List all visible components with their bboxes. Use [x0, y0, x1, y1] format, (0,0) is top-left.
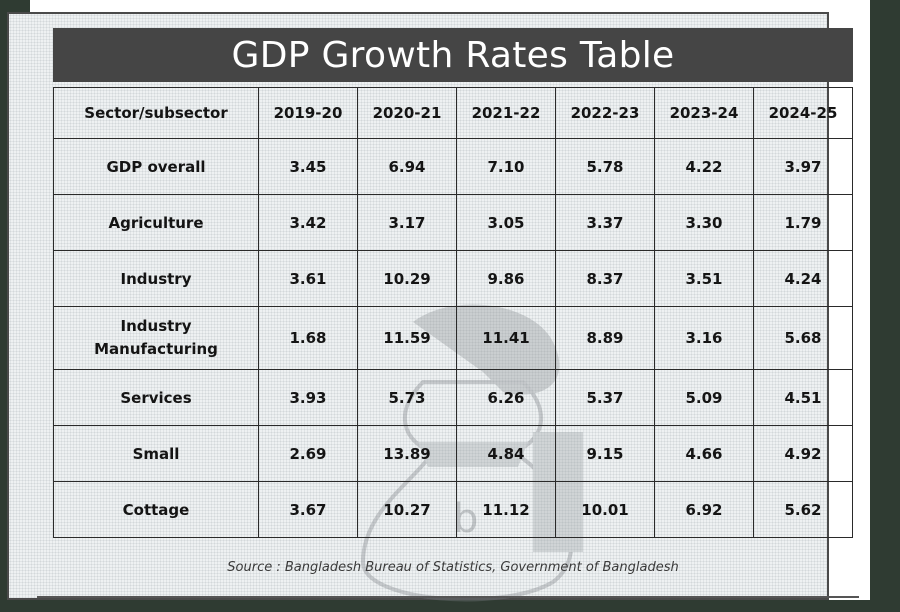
gdp-growth-table: Sector/subsector 2019-20 2020-21 2021-22…: [53, 87, 853, 538]
cell-value: 8.37: [555, 250, 655, 307]
cell-value: 3.30: [654, 194, 754, 251]
cell-value: 5.09: [654, 369, 754, 426]
cell-value: 9.15: [555, 425, 655, 482]
divider: [37, 596, 859, 598]
header-year: 2019-20: [258, 87, 358, 139]
cell-value: 8.89: [555, 306, 655, 370]
header-year: 2021-22: [456, 87, 556, 139]
source-note: Source : Bangladesh Bureau of Statistics…: [227, 560, 679, 575]
cell-value: 3.97: [753, 138, 853, 195]
cell-value: 3.42: [258, 194, 358, 251]
cell-value: 7.10: [456, 138, 556, 195]
table-container: b Sector/subsector 2019-20 2020-21 2021-…: [53, 87, 853, 602]
cell-value: 5.37: [555, 369, 655, 426]
cell-value: 4.84: [456, 425, 556, 482]
row-label: Cottage: [53, 481, 259, 538]
cell-value: 4.24: [753, 250, 853, 307]
cell-value: 10.27: [357, 481, 457, 538]
table-row: Small 2.69 13.89 4.84 9.15 4.66 4.92: [53, 425, 853, 482]
cell-value: 10.01: [555, 481, 655, 538]
cell-value: 4.22: [654, 138, 754, 195]
row-label: GDP overall: [53, 138, 259, 195]
cell-value: 3.05: [456, 194, 556, 251]
cell-value: 1.68: [258, 306, 358, 370]
cell-value: 5.68: [753, 306, 853, 370]
cell-value: 3.93: [258, 369, 358, 426]
title-text: GDP Growth Rates Table: [231, 34, 675, 76]
header-year: 2024-25: [753, 87, 853, 139]
row-label-line: Industry: [120, 317, 192, 335]
cell-value: 3.16: [654, 306, 754, 370]
cell-value: 13.89: [357, 425, 457, 482]
table-row: Services 3.93 5.73 6.26 5.37 5.09 4.51: [53, 369, 853, 426]
header-year: 2020-21: [357, 87, 457, 139]
row-label: Industry Manufacturing: [53, 306, 259, 370]
header-year: 2023-24: [654, 87, 754, 139]
table-row: Cottage 3.67 10.27 11.12 10.01 6.92 5.62: [53, 481, 853, 538]
row-label: Agriculture: [53, 194, 259, 251]
cell-value: 10.29: [357, 250, 457, 307]
cell-value: 6.92: [654, 481, 754, 538]
cell-value: 3.37: [555, 194, 655, 251]
cell-value: 3.61: [258, 250, 358, 307]
cell-value: 11.12: [456, 481, 556, 538]
cell-value: 4.51: [753, 369, 853, 426]
cell-value: 2.69: [258, 425, 358, 482]
cell-value: 11.41: [456, 306, 556, 370]
cell-value: 11.59: [357, 306, 457, 370]
cell-value: 9.86: [456, 250, 556, 307]
cell-value: 4.92: [753, 425, 853, 482]
table-title: GDP Growth Rates Table: [53, 28, 853, 82]
cell-value: 5.73: [357, 369, 457, 426]
cell-value: 3.17: [357, 194, 457, 251]
cell-value: 3.51: [654, 250, 754, 307]
row-label: Industry: [53, 250, 259, 307]
table-row: GDP overall 3.45 6.94 7.10 5.78 4.22 3.9…: [53, 138, 853, 195]
row-label: Services: [53, 369, 259, 426]
row-label-line: Manufacturing: [94, 340, 218, 358]
cell-value: 3.45: [258, 138, 358, 195]
cell-value: 4.66: [654, 425, 754, 482]
header-sector: Sector/subsector: [53, 87, 259, 139]
cell-value: 3.67: [258, 481, 358, 538]
cell-value: 1.79: [753, 194, 853, 251]
header-year: 2022-23: [555, 87, 655, 139]
table-row: Agriculture 3.42 3.17 3.05 3.37 3.30 1.7…: [53, 194, 853, 251]
header-row: Sector/subsector 2019-20 2020-21 2021-22…: [53, 87, 853, 139]
cell-value: 5.62: [753, 481, 853, 538]
cell-value: 6.26: [456, 369, 556, 426]
cell-value: 6.94: [357, 138, 457, 195]
table-row: Industry 3.61 10.29 9.86 8.37 3.51 4.24: [53, 250, 853, 307]
row-label: Small: [53, 425, 259, 482]
cell-value: 5.78: [555, 138, 655, 195]
table-row: Industry Manufacturing 1.68 11.59 11.41 …: [53, 306, 853, 370]
